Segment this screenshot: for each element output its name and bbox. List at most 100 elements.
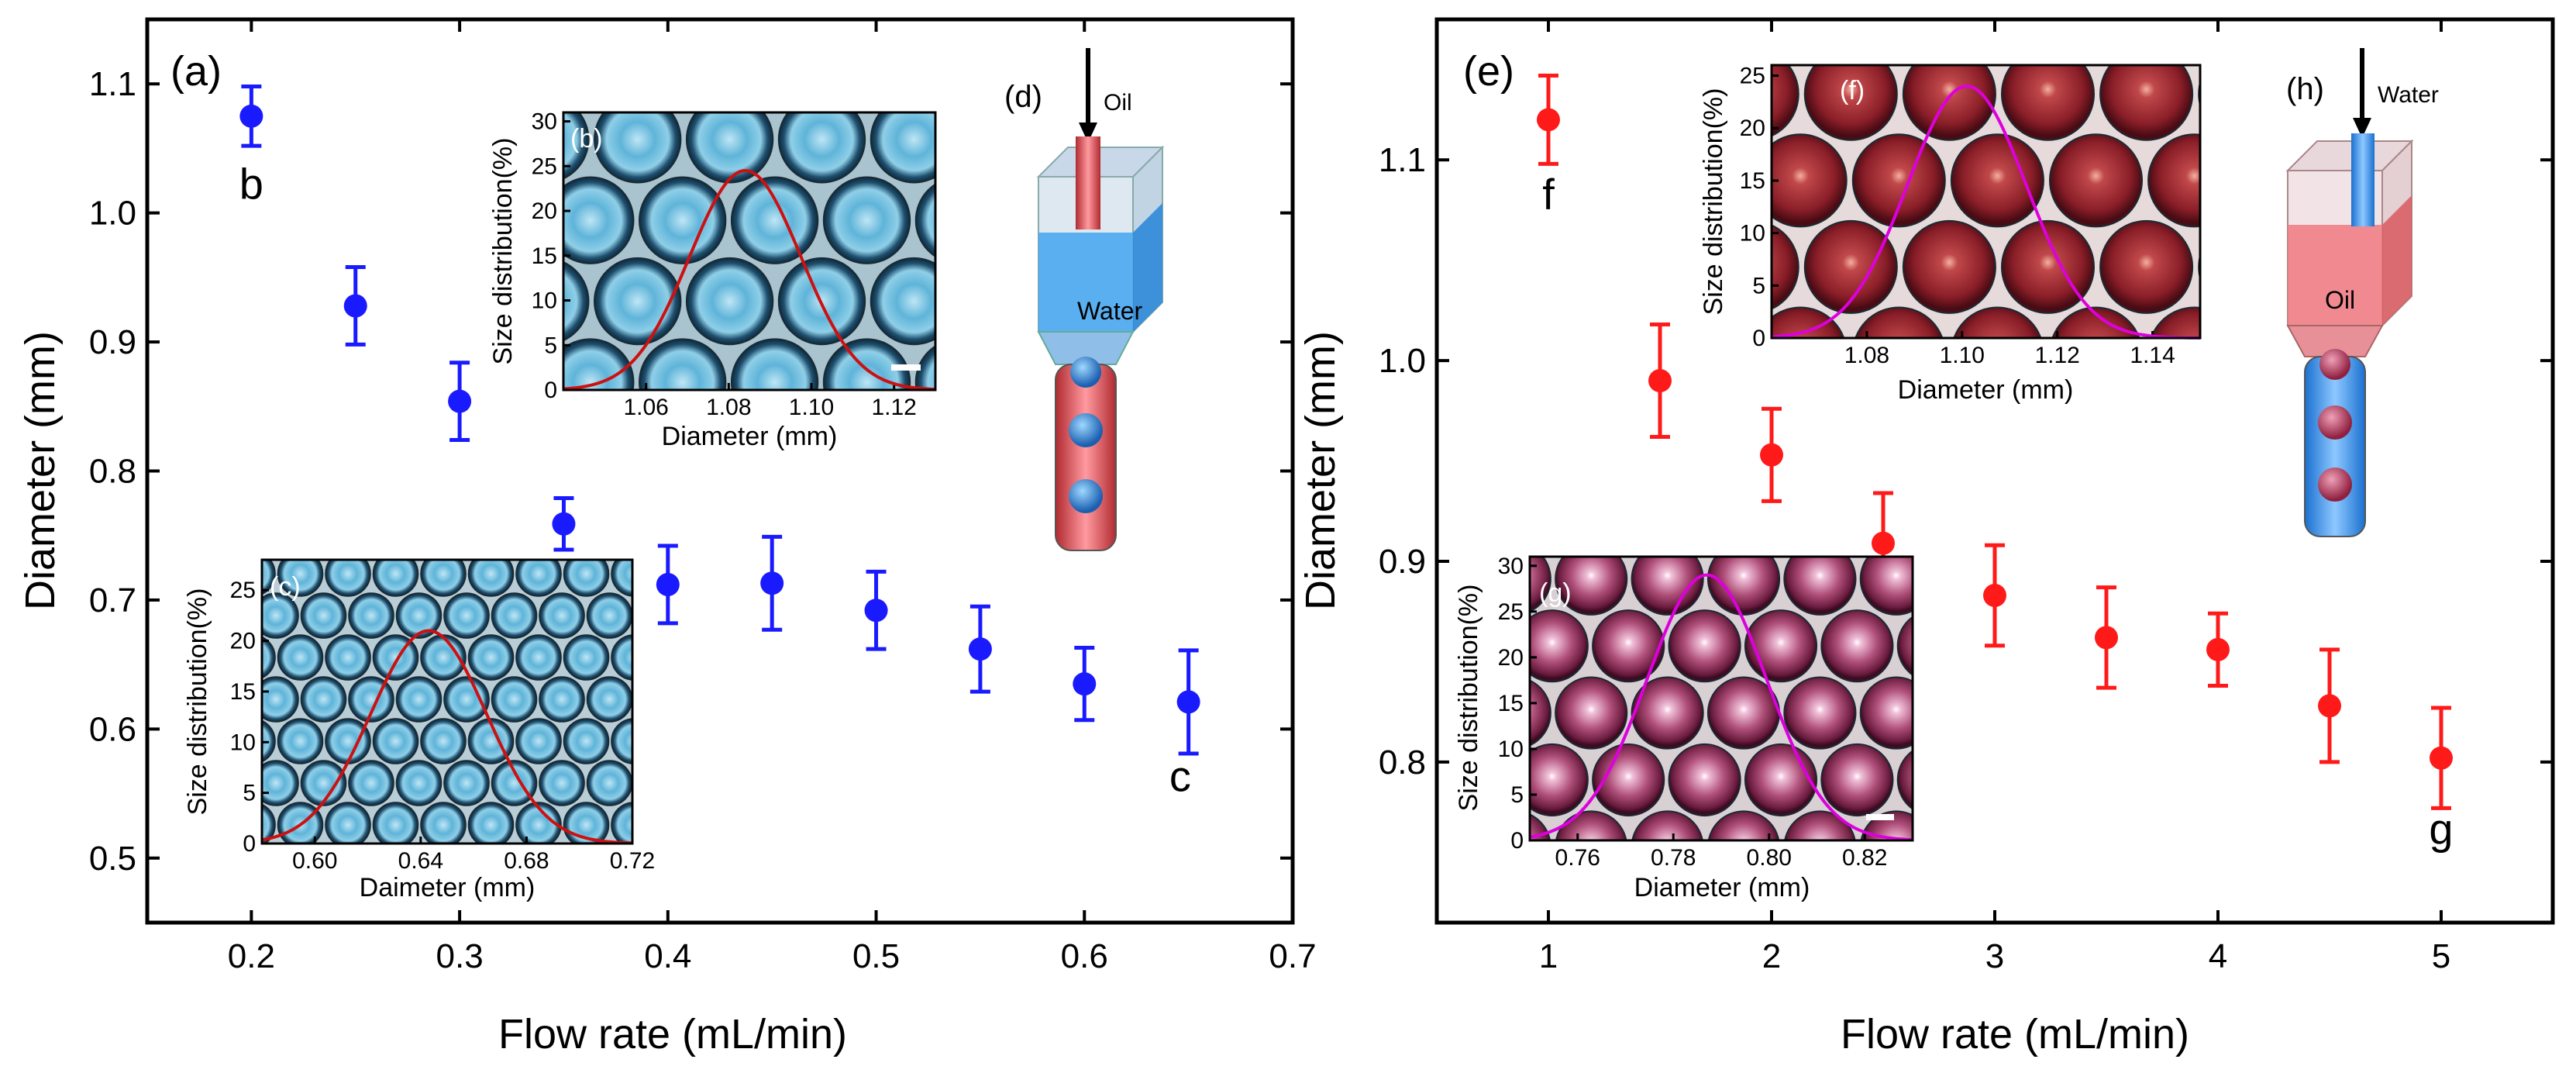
inset-c-droplet <box>420 802 467 844</box>
inset-b-ytick-label: 20 <box>532 198 557 224</box>
inset-b-ytick-label: 10 <box>532 288 557 314</box>
panel-e-xlabel: Flow rate (mL/min) <box>1841 1011 2189 1057</box>
inset-g-scale-bar <box>1866 814 1894 820</box>
inset-c-xtick-label: 0.60 <box>292 848 337 874</box>
panel-e-data-point <box>2206 637 2230 661</box>
inset-c-droplet <box>395 676 443 723</box>
inset-b-droplet <box>639 338 727 390</box>
inset-g-droplet <box>1820 743 1894 817</box>
inset-c-droplet <box>348 760 394 806</box>
inset-g-droplet <box>1530 557 1551 612</box>
inset-c-droplet <box>348 592 394 639</box>
inset-g-droplet <box>1784 810 1856 840</box>
inset-g-droplet <box>1860 810 1913 840</box>
panel-a-data-point <box>552 512 576 536</box>
inset-c-droplet <box>262 560 276 595</box>
schematic-d-outlet-tube <box>1055 364 1117 551</box>
inset-c-gaussian-fit <box>261 629 633 845</box>
schematic-h-reservoir-label: Oil <box>2325 286 2355 314</box>
panel-a-label: (a) <box>170 48 222 95</box>
inset-c-droplet <box>515 560 562 597</box>
panel-a-xtick-label: 0.5 <box>852 937 900 975</box>
schematic-d-droplet <box>1069 479 1103 513</box>
inset-c-droplet <box>262 676 299 723</box>
inset-g-droplet <box>1820 609 1894 683</box>
inset-b-ytick-label: 5 <box>544 333 557 358</box>
inset-c-droplet <box>586 676 632 723</box>
inset-b-droplet <box>639 176 727 264</box>
inset-g-droplet <box>1706 557 1781 616</box>
schematic-h-inflow-label: Water <box>2378 82 2439 108</box>
inset-b-droplet <box>870 257 935 346</box>
schematic-h-reservoir-side <box>2382 195 2412 326</box>
schematic-h-arrow-head <box>2353 118 2371 138</box>
inset-f-ytick-label: 25 <box>1740 64 1765 89</box>
panel-e-data-point <box>2095 626 2118 650</box>
inset-f-droplet <box>2000 65 2096 141</box>
inset-c-droplet <box>372 802 419 844</box>
inset-g-xtick-label: 0.78 <box>1651 845 1696 871</box>
schematic-d-droplet <box>1070 357 1101 388</box>
inset-g-ytick-label: 5 <box>1510 782 1524 808</box>
inset-b-droplet <box>822 338 911 390</box>
panel-e-ytick-label: 1.0 <box>1379 342 1426 380</box>
panel-e-xtick-label: 2 <box>1762 937 1781 975</box>
inset-f-ytick-label: 15 <box>1740 168 1765 194</box>
inset-c-ytick-label: 15 <box>230 679 256 705</box>
inset-f-gaussian-fit <box>1771 85 2201 340</box>
schematic-d-inner-capillary <box>1076 136 1100 229</box>
inset-f-droplet <box>1851 133 1946 228</box>
inset-f-droplet <box>1902 219 1996 314</box>
inset-c-droplet <box>262 592 299 639</box>
inset-f-droplet <box>1803 65 1898 141</box>
inset-g-droplet <box>1783 676 1857 750</box>
inset-g-droplet <box>1744 609 1818 683</box>
inset-c-droplet <box>277 560 324 597</box>
inset-g-droplet <box>1555 557 1628 616</box>
inset-g-ytick-label: 30 <box>1498 554 1524 579</box>
inset-f-droplet <box>1772 133 1848 228</box>
panel-a-annotation: b <box>239 159 263 208</box>
inset-f-droplet <box>1953 306 2042 338</box>
inset-c-ytick-label: 5 <box>243 781 256 806</box>
inset-g-droplet <box>1631 676 1704 750</box>
inset-c-droplet <box>491 592 538 639</box>
schematic-d-reservoir-label: Water <box>1077 297 1143 325</box>
inset-g-droplet <box>1592 743 1665 817</box>
inset-f-frame <box>1770 64 2202 340</box>
inset-g-ytick-label: 25 <box>1498 599 1524 625</box>
inset-c-droplet <box>300 760 347 806</box>
inset-b-ylabel: Size distribution(%) <box>488 138 518 365</box>
inset-b-droplet <box>563 338 635 390</box>
inset-c-ytick-label: 20 <box>230 629 256 654</box>
inset-f-ylabel: Size distribution(%) <box>1699 88 1728 316</box>
inset-g-droplet <box>1592 609 1665 683</box>
panel-e-data-point <box>2318 694 2341 718</box>
inset-b-ytick-label: 15 <box>532 243 557 269</box>
inset-c-droplet <box>277 718 324 764</box>
inset-c-droplet <box>443 760 490 806</box>
inset-g-ytick-label: 20 <box>1498 645 1524 671</box>
inset-f-droplet <box>1772 306 1845 338</box>
panel-a-data-point <box>448 389 472 413</box>
inset-c-droplet <box>611 718 632 764</box>
schematic-d-droplet <box>1069 413 1103 447</box>
panel-a-data-point <box>343 294 367 318</box>
inset-b-xtick-label: 1.12 <box>871 395 916 420</box>
inset-g-xlabel: Diameter (mm) <box>1634 873 1810 902</box>
inset-b-micrograph <box>563 112 935 390</box>
inset-b-xtick-label: 1.08 <box>706 395 751 420</box>
inset-f-ytick-label: 20 <box>1740 116 1765 141</box>
inset-c-droplet <box>611 634 632 681</box>
inset-c-xlabel: Daimeter (mm) <box>360 873 536 902</box>
schematic-d-funnel <box>1037 331 1135 365</box>
schematic-h-droplet <box>2318 467 2352 502</box>
panel-e-ylabel: Diameter (mm) <box>1297 331 1344 610</box>
inset-b-droplet <box>777 112 866 184</box>
inset-g-droplet <box>1896 616 1913 676</box>
inset-f-droplet <box>1772 224 1799 310</box>
inset-f-droplet <box>2150 306 2200 338</box>
inset-c-droplet <box>467 560 515 597</box>
panel-e-ytick-label: 0.9 <box>1379 543 1426 581</box>
panel-a-ytick-label: 0.9 <box>89 323 136 361</box>
